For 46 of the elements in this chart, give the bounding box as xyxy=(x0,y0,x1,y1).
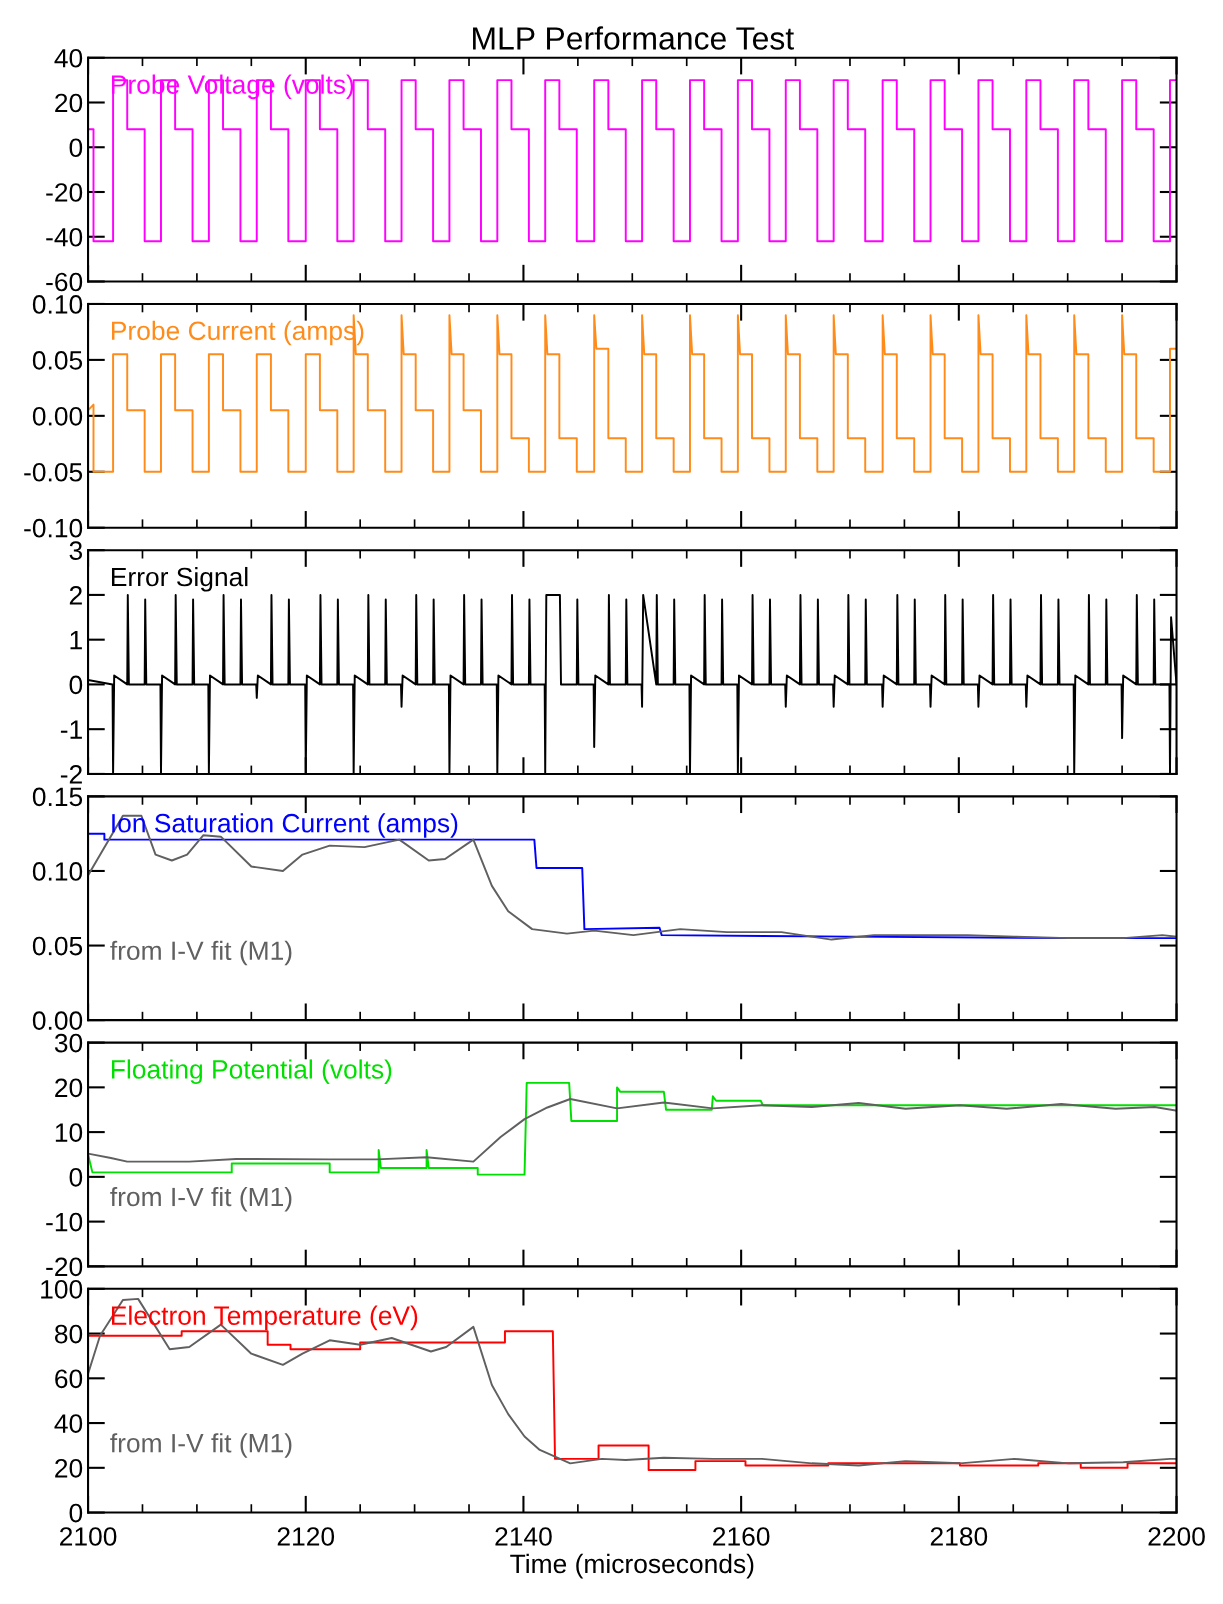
y-tick-label: 0.05 xyxy=(32,351,83,370)
y-tick-label: 40 xyxy=(54,1414,83,1433)
text: Floating Potential (volts) xyxy=(111,1059,392,1084)
x-tick-label: 2100 xyxy=(60,1527,117,1546)
text: from I-V fit (M1) xyxy=(110,1433,292,1458)
y-tick-label: 60 xyxy=(55,1369,83,1389)
y-tick-label: -60 xyxy=(46,272,83,292)
y-tick-label: 20 xyxy=(55,93,83,113)
y-tick-label: 0.10 xyxy=(32,862,83,881)
y-tick-label: 30 xyxy=(54,1033,83,1053)
x-tick-label: 2140 xyxy=(495,1527,552,1546)
legend-label: Error Signal xyxy=(111,566,248,592)
y-tick-label: 0 xyxy=(69,1167,83,1187)
y-tick-label: 0.15 xyxy=(32,787,83,807)
x-tick-label: 2180 xyxy=(930,1527,988,1546)
y-tick-label: 0.00 xyxy=(32,1011,83,1030)
y-tick-label: -40 xyxy=(46,227,83,247)
y-tick-label: 0 xyxy=(69,138,83,158)
text: from I-V fit (M1) xyxy=(110,940,292,966)
series-label: from I-V fit (M1) xyxy=(110,1186,292,1212)
y-tick-label: 10 xyxy=(55,1123,83,1142)
x-tick-label: 2160 xyxy=(713,1527,770,1546)
y-tick-label: 0 xyxy=(69,1503,83,1523)
x-axis-title: Time (microseconds) xyxy=(510,1553,754,1579)
y-tick-label: 0 xyxy=(69,675,83,695)
x-tick-label: 2200 xyxy=(1148,1527,1205,1546)
y-tick-label: -20 xyxy=(46,1257,83,1277)
y-tick-label: 0.05 xyxy=(32,936,83,956)
y-tick-label: -1 xyxy=(60,720,82,739)
y-tick-label: -0.10 xyxy=(24,518,83,538)
y-tick-label: -2 xyxy=(60,765,82,784)
y-tick-label: 0.10 xyxy=(32,295,83,314)
y-tick-label: -10 xyxy=(46,1212,83,1232)
y-tick-label: 2 xyxy=(69,586,82,605)
y-tick-label: 1 xyxy=(70,631,82,650)
y-tick-label: -0.05 xyxy=(24,462,83,482)
y-tick-label: 40 xyxy=(54,48,83,68)
y-tick-label: 80 xyxy=(54,1324,83,1344)
y-tick-label: 0.00 xyxy=(32,406,83,426)
y-tick-label: -20 xyxy=(46,183,83,202)
y-tick-label: 100 xyxy=(41,1279,83,1299)
y-tick-label: 20 xyxy=(55,1078,83,1098)
chart-title: MLP Performance Test xyxy=(473,26,794,50)
y-tick-label: 20 xyxy=(55,1458,83,1478)
y-tick-label: 3 xyxy=(69,541,83,560)
x-tick-label: 2120 xyxy=(277,1527,335,1546)
